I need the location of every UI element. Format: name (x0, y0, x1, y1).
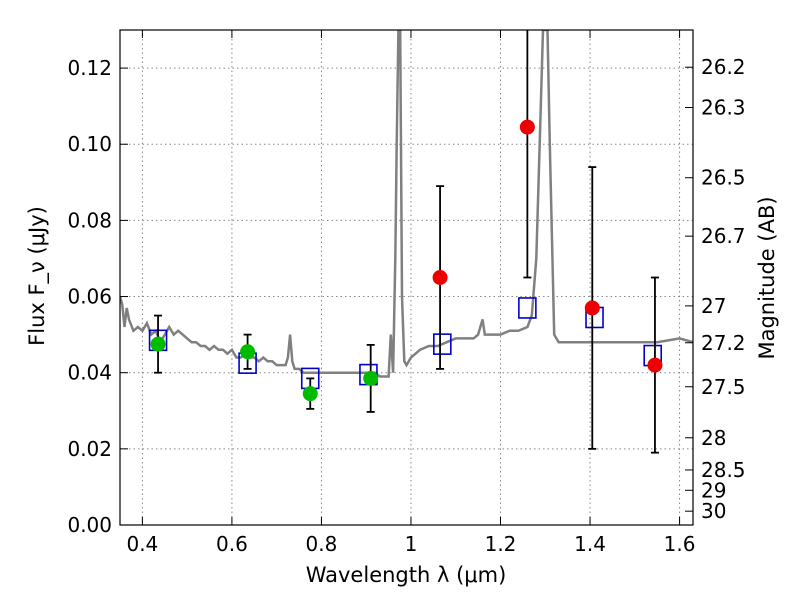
optical-point (240, 344, 256, 360)
mag-tick-label: 27.5 (701, 375, 746, 399)
mag-tick-label: 26.5 (701, 166, 746, 190)
mag-tick-label: 30 (701, 499, 726, 523)
x-axis-label: Wavelength λ (μm) (306, 563, 507, 587)
mag-tick-label: 27 (701, 294, 726, 318)
mag-tick-label: 26.2 (701, 55, 746, 79)
optical-point (150, 336, 166, 352)
mag-tick-label: 28 (701, 426, 726, 450)
data-series (148, 30, 663, 454)
y-tick-label: 0.08 (67, 208, 112, 232)
template-spectrum (120, 30, 693, 378)
model-box (433, 333, 452, 355)
x-tick-label: 0.8 (306, 532, 338, 556)
optical-point (363, 370, 379, 386)
mag-tick-label: 29 (701, 478, 726, 502)
x-tick-label: 0.6 (216, 532, 248, 556)
mag-tick-label: 28.5 (701, 458, 746, 482)
x-tick-label: 0.4 (126, 532, 158, 556)
x-tick-label: 1.6 (664, 532, 696, 556)
x-tick-label: 1.2 (485, 532, 517, 556)
plot-frame (119, 29, 694, 526)
mag-tick-label: 27.2 (701, 331, 746, 355)
y-tick-label: 0.02 (67, 437, 112, 461)
axis-ticks: 0.4 0.6 0.8 1 1.2 1.4 1.6 0.00 0.02 0.04 0.06 0.08 0… (67, 30, 746, 556)
optical-point (302, 386, 318, 402)
y-tick-label: 0.12 (67, 56, 112, 80)
y-tick-label: 0.10 (67, 132, 112, 156)
y-tick-label: 0.04 (67, 361, 112, 385)
nir-point (647, 357, 663, 373)
x-tick-label: 1 (405, 532, 418, 556)
mag-tick-label: 26.3 (701, 95, 746, 119)
y2-axis-label: Magnitude (AB) (755, 196, 779, 359)
y-axis-label: Flux F_ν (μJy) (25, 206, 50, 346)
gridlines (120, 30, 693, 526)
y-tick-label: 0.00 (67, 513, 112, 537)
mag-tick-label: 26.7 (701, 224, 746, 248)
y-tick-label: 0.06 (67, 285, 112, 309)
nir-point (432, 270, 448, 285)
nir-point (519, 119, 535, 135)
model-box (518, 297, 537, 319)
nir-point (584, 300, 600, 316)
template-line (120, 30, 693, 378)
x-tick-label: 1.4 (574, 532, 606, 556)
